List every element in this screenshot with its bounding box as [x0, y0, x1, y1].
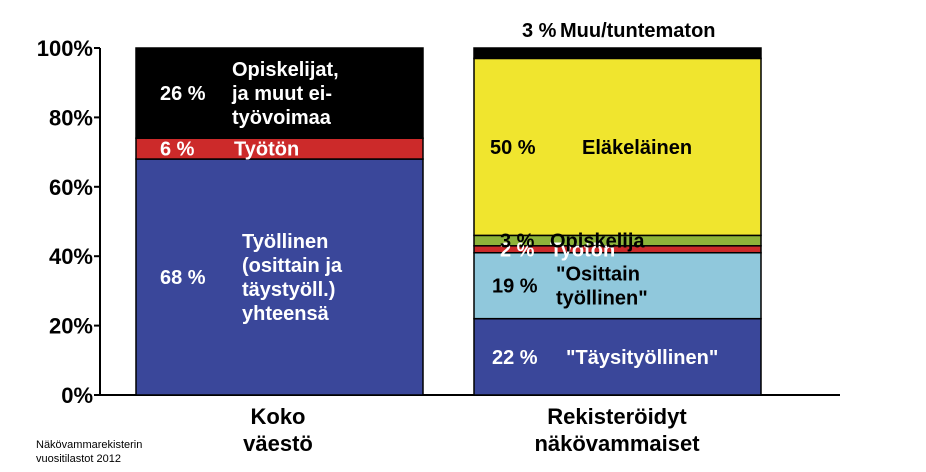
y-tick-label: 80% — [49, 105, 93, 130]
segment-text-label: "Osittain — [556, 264, 640, 286]
category-label: Rekisteröidyt — [547, 404, 687, 429]
segment-text-label: Eläkeläinen — [582, 137, 692, 159]
segment-percent-label: 26 % — [160, 83, 206, 105]
source-line-2: vuositilastot 2012 — [36, 453, 121, 465]
segment-percent-label: 50 % — [490, 137, 536, 159]
segment-percent-label: 3 % — [500, 231, 535, 253]
bar-segment — [473, 57, 762, 237]
y-tick-label: 100% — [37, 36, 93, 61]
segment-text-label: Työtön — [550, 239, 615, 261]
bar-segment — [473, 317, 762, 396]
segment-percent-label: 2 % — [500, 239, 535, 261]
segment-percent-label: 6 % — [160, 139, 195, 161]
segment-text-label: (osittain ja — [242, 255, 343, 277]
segment-text-label: ja muut ei- — [231, 83, 332, 105]
bar-segment — [135, 47, 424, 139]
segment-text-label: "Täysityöllinen" — [566, 347, 718, 369]
segment-percent-label: 68 % — [160, 267, 206, 289]
segment-text-label: työllinen" — [556, 288, 648, 310]
y-tick-label: 0% — [61, 383, 93, 408]
segment-text-label: Työllinen — [242, 231, 328, 253]
y-tick-label: 60% — [49, 175, 93, 200]
source-line-1: Näkövammarekisterin — [36, 439, 143, 451]
source-note: Näkövammarekisterin vuositilastot 2012 — [36, 438, 142, 466]
segment-text-label: työvoimaa — [232, 107, 332, 129]
segment-text-label: Työtön — [234, 139, 299, 161]
category-label: väestö — [243, 431, 313, 456]
segment-text-label: yhteensä — [242, 303, 330, 325]
category-label: näkövammaiset — [534, 431, 700, 456]
segment-percent-label: 19 % — [492, 276, 538, 298]
bar-segment — [473, 251, 762, 320]
segment-text-label: Opiskelijat, — [232, 59, 339, 81]
bar-segment — [135, 158, 424, 396]
segment-text-label: Opiskelija — [550, 231, 645, 253]
bar-segment — [473, 47, 762, 60]
segment-text-label: täystyöll.) — [242, 279, 335, 301]
segment-text-label: Muu/tuntematon — [560, 20, 716, 42]
y-tick-label: 20% — [49, 314, 93, 339]
category-label: Koko — [251, 404, 306, 429]
segment-percent-label: 3 % — [522, 20, 557, 42]
segment-percent-label: 22 % — [492, 347, 538, 369]
y-tick-label: 40% — [49, 244, 93, 269]
